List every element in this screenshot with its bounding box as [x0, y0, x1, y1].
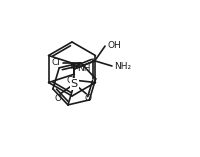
- Text: NH: NH: [77, 64, 91, 73]
- Text: O: O: [85, 94, 92, 103]
- Text: S: S: [71, 79, 78, 89]
- Text: Cl: Cl: [67, 76, 75, 85]
- Text: NH₂: NH₂: [114, 62, 131, 70]
- Text: Cl: Cl: [52, 58, 61, 67]
- Text: O: O: [55, 94, 62, 103]
- Text: OH: OH: [107, 41, 121, 50]
